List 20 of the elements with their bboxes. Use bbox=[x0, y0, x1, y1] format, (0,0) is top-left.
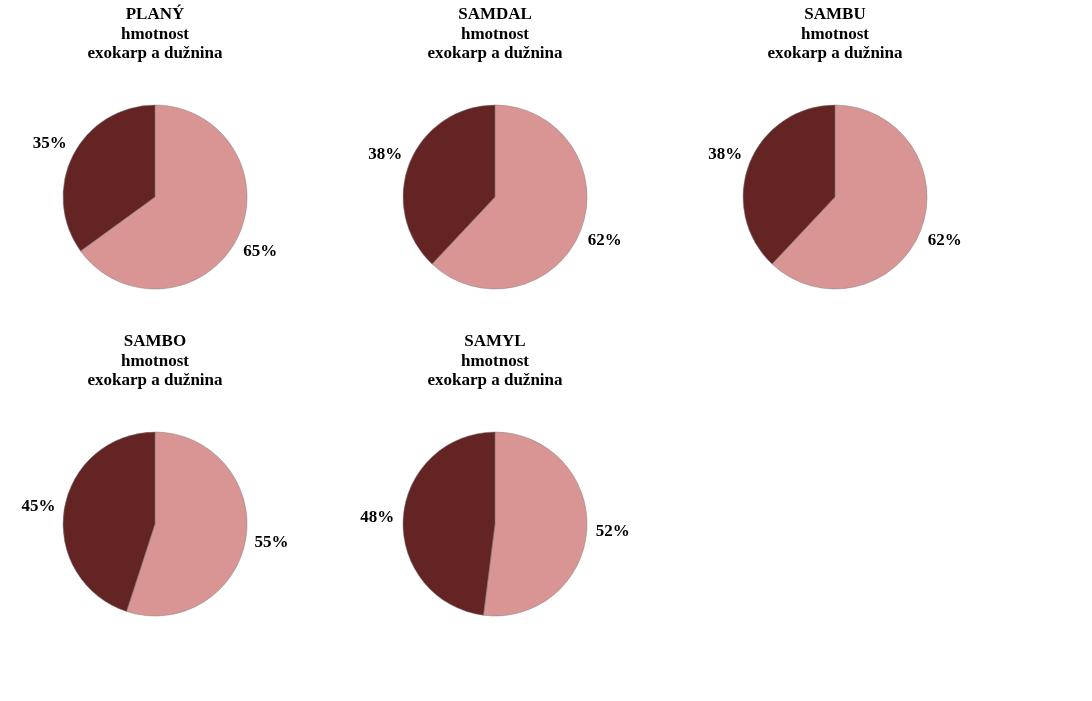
data-label: 55% bbox=[254, 532, 289, 552]
data-label: 35% bbox=[32, 133, 67, 153]
chart-subtitle: hmotnost exokarp a dužnina bbox=[427, 351, 564, 389]
data-label: 62% bbox=[927, 230, 962, 250]
chart-title: SAMYL bbox=[464, 331, 526, 350]
data-label: 62% bbox=[587, 230, 622, 250]
chart-title: SAMBU bbox=[804, 4, 866, 23]
chart-title: SAMBO bbox=[123, 331, 187, 350]
chart-subtitle: hmotnost exokarp a dužnina bbox=[767, 24, 904, 62]
chart-subtitle: hmotnost exokarp a dužnina bbox=[87, 24, 224, 62]
data-label: 38% bbox=[708, 143, 743, 163]
data-label: 45% bbox=[21, 495, 56, 515]
data-label: 52% bbox=[595, 521, 630, 541]
chart-title: PLANÝ bbox=[125, 4, 185, 23]
chart-title: SAMDAL bbox=[458, 4, 532, 23]
data-label: 48% bbox=[360, 506, 395, 526]
chart-subtitle: hmotnost exokarp a dužnina bbox=[87, 351, 224, 389]
data-label: 38% bbox=[368, 143, 403, 163]
chart-subtitle: hmotnost exokarp a dužnina bbox=[427, 24, 564, 62]
data-label: 65% bbox=[243, 240, 278, 260]
